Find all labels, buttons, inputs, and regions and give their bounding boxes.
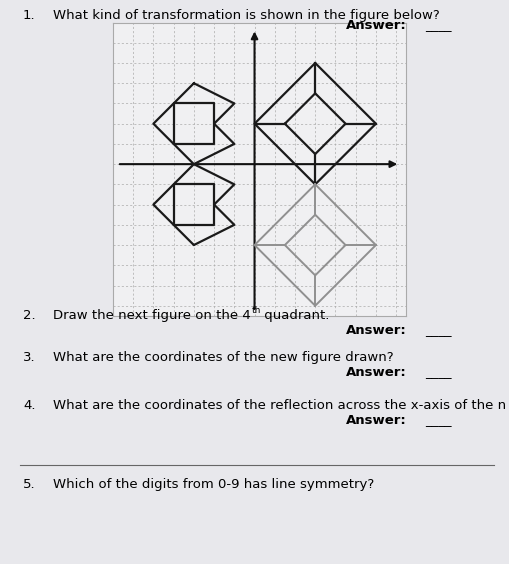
Text: ____: ____	[425, 366, 451, 379]
Text: ____: ____	[425, 324, 451, 337]
Text: What kind of transformation is shown in the figure below?: What kind of transformation is shown in …	[53, 9, 440, 22]
Text: Answer:: Answer:	[346, 324, 407, 337]
Text: 2.: 2.	[23, 309, 36, 321]
Text: 1.: 1.	[23, 9, 36, 22]
Text: 5.: 5.	[23, 478, 36, 491]
Text: Answer:: Answer:	[346, 414, 407, 427]
Text: What are the coordinates of the reflection across the x-axis of the n: What are the coordinates of the reflecti…	[53, 399, 506, 412]
Text: th: th	[251, 306, 261, 315]
Text: What are the coordinates of the new figure drawn?: What are the coordinates of the new figu…	[53, 351, 394, 364]
Text: 3.: 3.	[23, 351, 36, 364]
Text: ____: ____	[425, 19, 451, 32]
Text: ____: ____	[425, 414, 451, 427]
Text: Answer:: Answer:	[346, 19, 407, 32]
Text: Answer:: Answer:	[346, 366, 407, 379]
Text: quadrant.: quadrant.	[260, 309, 329, 321]
Text: 4.: 4.	[23, 399, 36, 412]
Text: Draw the next figure on the 4: Draw the next figure on the 4	[53, 309, 251, 321]
Text: Which of the digits from 0-9 has line symmetry?: Which of the digits from 0-9 has line sy…	[53, 478, 375, 491]
